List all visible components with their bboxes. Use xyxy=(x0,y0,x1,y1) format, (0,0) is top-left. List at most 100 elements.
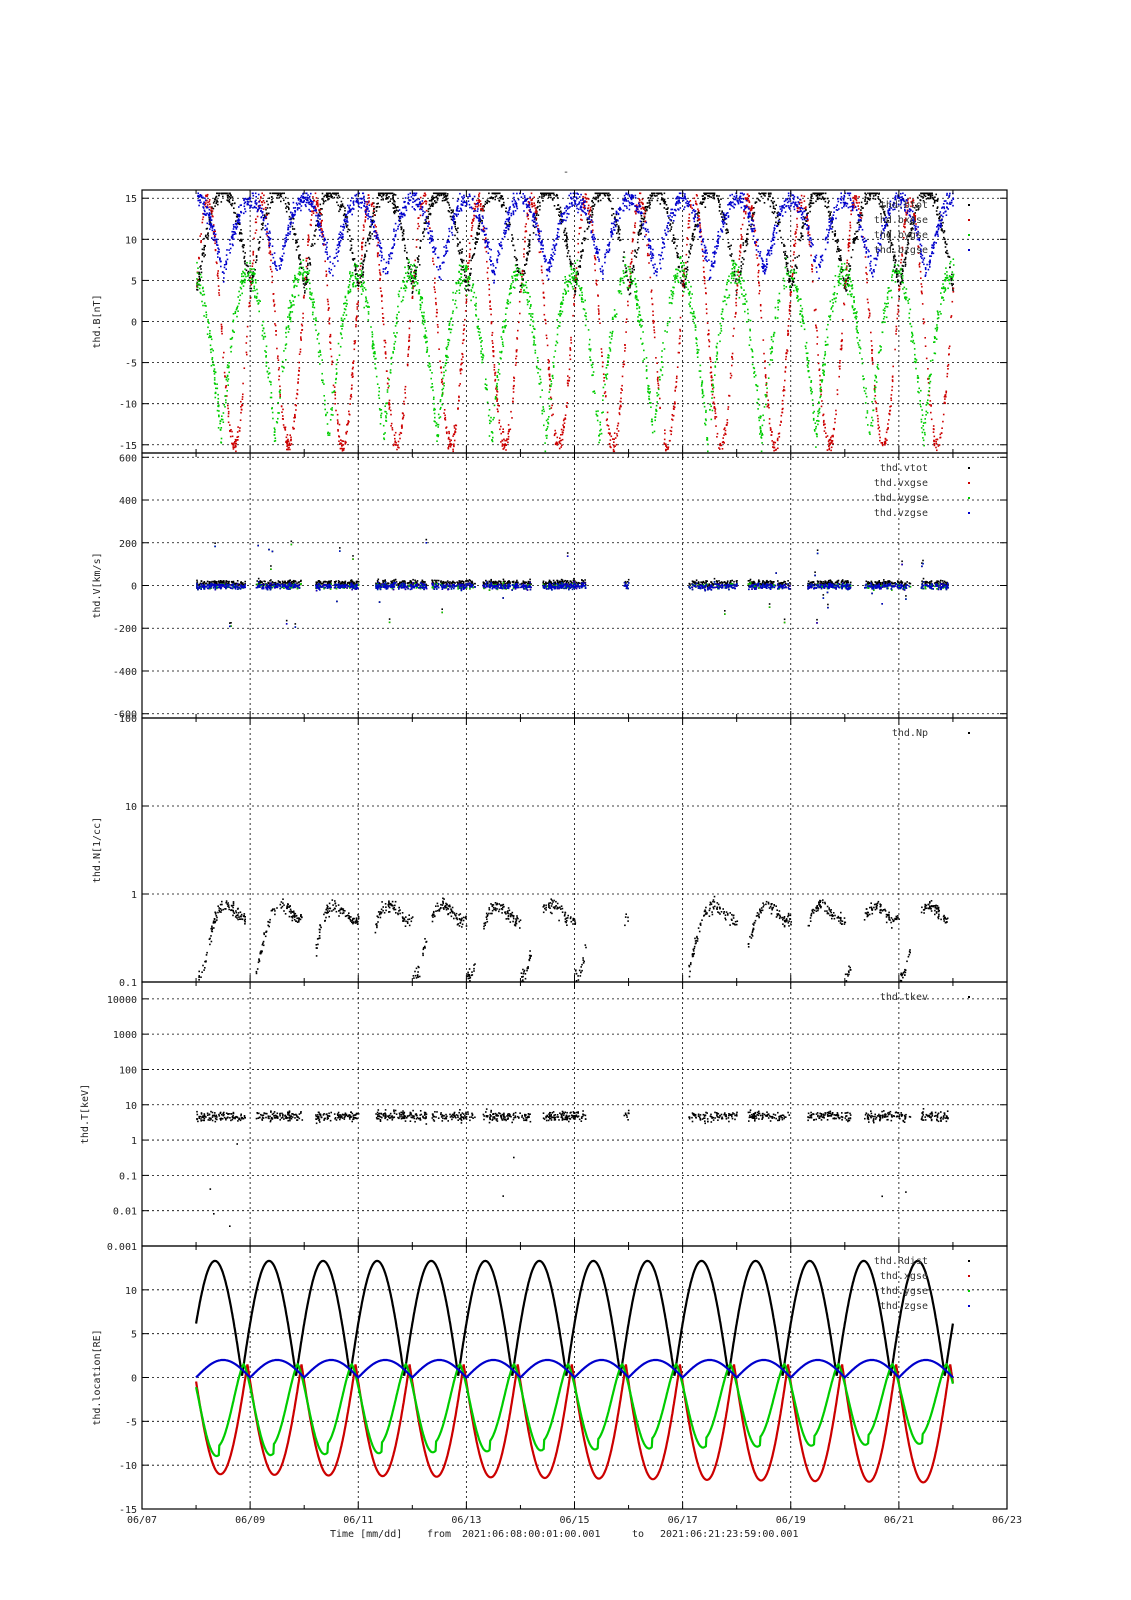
data-point xyxy=(350,393,352,396)
data-point xyxy=(462,259,465,262)
data-point xyxy=(504,439,506,442)
data-point xyxy=(458,252,461,255)
data-point xyxy=(402,417,404,420)
data-point xyxy=(854,237,857,240)
data-point xyxy=(496,408,499,410)
data-point xyxy=(546,344,549,347)
data-point xyxy=(231,430,233,433)
data-point xyxy=(401,234,404,237)
data-point xyxy=(475,238,478,240)
data-point xyxy=(431,195,434,197)
data-point xyxy=(414,259,416,262)
data-point xyxy=(307,273,309,275)
data-point xyxy=(327,198,329,201)
data-point xyxy=(362,263,364,266)
data-point xyxy=(648,207,651,209)
data-point xyxy=(665,444,667,447)
data-point xyxy=(697,210,700,212)
data-point xyxy=(708,340,711,343)
data-point xyxy=(651,303,654,305)
data-point xyxy=(802,222,804,224)
data-point xyxy=(395,209,398,211)
data-point xyxy=(640,226,643,229)
data-point xyxy=(817,415,819,417)
data-point xyxy=(606,373,609,375)
data-point xyxy=(401,412,404,414)
data-point xyxy=(240,279,243,282)
data-point xyxy=(653,329,655,331)
data-point xyxy=(740,228,742,230)
data-point xyxy=(709,372,712,374)
data-point xyxy=(490,416,492,419)
data-point xyxy=(750,225,752,228)
data-point xyxy=(647,252,649,255)
data-point xyxy=(734,280,737,282)
data-point xyxy=(587,213,590,215)
data-point xyxy=(615,221,617,223)
data-point xyxy=(599,192,601,195)
data-point xyxy=(663,207,666,209)
data-point xyxy=(263,214,266,216)
data-point xyxy=(397,446,399,448)
data-point xyxy=(433,286,435,288)
data-point xyxy=(618,236,621,239)
data-point xyxy=(559,437,561,439)
data-point xyxy=(817,193,819,195)
data-point xyxy=(628,293,631,296)
data-point xyxy=(569,358,572,361)
data-point xyxy=(285,336,288,338)
data-point xyxy=(342,319,344,322)
data-point xyxy=(417,261,419,263)
data-point xyxy=(226,196,229,199)
data-point xyxy=(832,435,834,438)
data-point xyxy=(209,206,211,208)
data-point xyxy=(402,233,405,235)
data-point xyxy=(653,320,655,323)
data-point xyxy=(666,446,668,448)
data-point xyxy=(709,358,712,361)
data-point xyxy=(726,421,729,424)
data-point xyxy=(946,372,949,375)
data-point xyxy=(294,233,297,235)
data-point xyxy=(639,224,641,227)
data-point xyxy=(555,441,558,443)
data-point xyxy=(711,192,714,195)
data-point xyxy=(606,194,609,196)
data-point xyxy=(456,231,459,234)
data-point xyxy=(877,417,879,420)
data-point xyxy=(798,238,800,241)
data-point xyxy=(276,194,279,197)
data-point xyxy=(372,212,374,215)
data-point xyxy=(305,271,307,273)
data-point xyxy=(783,251,785,253)
data-point xyxy=(495,192,497,195)
data-point xyxy=(763,419,765,422)
data-point xyxy=(428,213,430,215)
data-point xyxy=(388,406,391,408)
data-point xyxy=(820,192,822,195)
data-point xyxy=(488,192,490,195)
data-point xyxy=(852,196,854,199)
data-point xyxy=(720,198,722,200)
data-point xyxy=(373,355,375,358)
data-point xyxy=(390,422,393,425)
data-point xyxy=(340,439,342,441)
data-point xyxy=(383,193,385,196)
data-point xyxy=(895,325,898,328)
data-point xyxy=(227,421,230,424)
data-point xyxy=(638,310,641,313)
data-point xyxy=(734,316,736,318)
data-point xyxy=(412,285,414,288)
data-point xyxy=(621,375,624,378)
data-point xyxy=(805,209,807,211)
data-point xyxy=(474,237,477,239)
data-point xyxy=(240,408,243,411)
data-point xyxy=(471,257,473,259)
data-point xyxy=(524,230,527,233)
data-point xyxy=(794,242,797,245)
data-point xyxy=(853,197,856,200)
data-point xyxy=(897,311,900,313)
data-point xyxy=(840,271,843,274)
data-point xyxy=(548,360,550,362)
data-point xyxy=(595,197,597,200)
